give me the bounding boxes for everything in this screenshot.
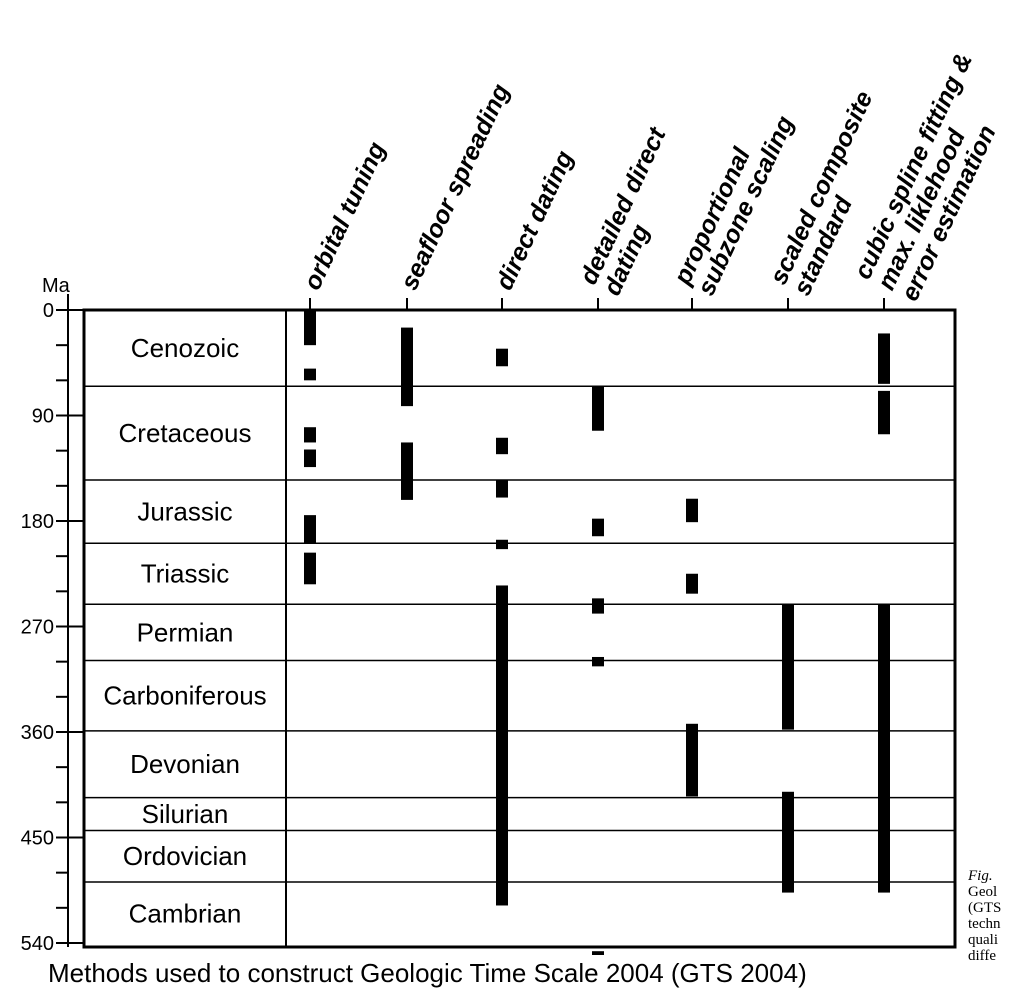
side-caption-line: (GTS <box>968 900 1002 916</box>
method-range-bar <box>496 585 508 906</box>
y-tick-label: 270 <box>21 616 54 638</box>
period-label: Permian <box>137 617 234 647</box>
y-tick-label: 90 <box>32 405 54 427</box>
method-label-line: orbital tuning <box>298 138 391 295</box>
y-tick-label: 540 <box>21 933 54 955</box>
method-range-bar <box>304 515 316 544</box>
side-caption: Fig. Geol (GTS techn quali diffe <box>968 868 1010 964</box>
side-caption-line: Fig. <box>968 868 993 884</box>
period-label: Triassic <box>141 559 230 589</box>
period-table: Cenozoic Cretaceous Jurassic Triassic Permia… <box>84 333 955 929</box>
method-range-bar <box>496 437 508 455</box>
method-range-bar <box>496 479 508 498</box>
y-tick-label: 450 <box>21 827 54 849</box>
side-caption-line: quali <box>968 932 998 948</box>
period-label: Cretaceous <box>119 418 252 448</box>
method-label: cubic spline fitting &max. liklehooderro… <box>849 49 1002 306</box>
side-caption-line: techn <box>968 916 1001 932</box>
chart-border <box>82 308 957 949</box>
side-caption-line: diffe <box>968 948 997 964</box>
method-range-bar <box>592 598 604 614</box>
method-range-bar <box>592 951 604 955</box>
period-label: Silurian <box>142 799 229 829</box>
method-range-bar <box>878 333 890 384</box>
period-label: Devonian <box>130 749 240 779</box>
method-range-bar <box>686 498 698 523</box>
method-range-bar <box>782 791 794 893</box>
chart-frame <box>82 308 957 949</box>
method-label-line: direct dating <box>490 147 579 295</box>
method-range-bar <box>304 449 316 468</box>
chart: Ma 0 90 180 270 360 450 540 Cenozoic Cretaceous J… <box>21 49 1002 955</box>
y-axis-label: Ma <box>42 275 71 297</box>
method-range-bar <box>304 310 316 346</box>
method-label: seafloor spreading <box>395 80 515 295</box>
method-range-bar <box>592 656 604 667</box>
period-label: Cenozoic <box>131 333 239 363</box>
period-label: Carboniferous <box>103 681 266 711</box>
period-label: Ordovician <box>123 841 247 871</box>
method-range-bar <box>592 386 604 431</box>
method-range-bar <box>401 442 413 500</box>
method-range-bar <box>304 427 316 443</box>
period-label: Jurassic <box>137 497 232 527</box>
method-range-bar <box>496 539 508 550</box>
method-range-bar <box>592 518 604 537</box>
chart-caption: Methods used to construct Geologic Time … <box>48 958 807 988</box>
method-range-bar <box>878 390 890 435</box>
method-label-line: seafloor spreading <box>395 80 515 295</box>
y-tick-label: 360 <box>21 722 54 744</box>
method-range-bar <box>782 604 794 730</box>
method-range-bar <box>686 573 698 594</box>
y-tick-label: 180 <box>21 511 54 533</box>
method-range-bar <box>304 368 316 381</box>
y-axis: Ma 0 90 180 270 360 450 540 <box>21 275 84 955</box>
method-range-bar <box>401 327 413 407</box>
period-label: Cambrian <box>129 899 242 929</box>
method-label: direct dating <box>490 147 579 295</box>
y-tick-label: 0 <box>43 300 54 322</box>
method-label: orbital tuning <box>298 138 391 295</box>
method-range-bar <box>878 604 890 893</box>
side-caption-line: Geol <box>968 884 998 900</box>
method-range-bar <box>686 723 698 797</box>
method-range-bar <box>496 348 508 367</box>
method-range-bar <box>304 552 316 585</box>
